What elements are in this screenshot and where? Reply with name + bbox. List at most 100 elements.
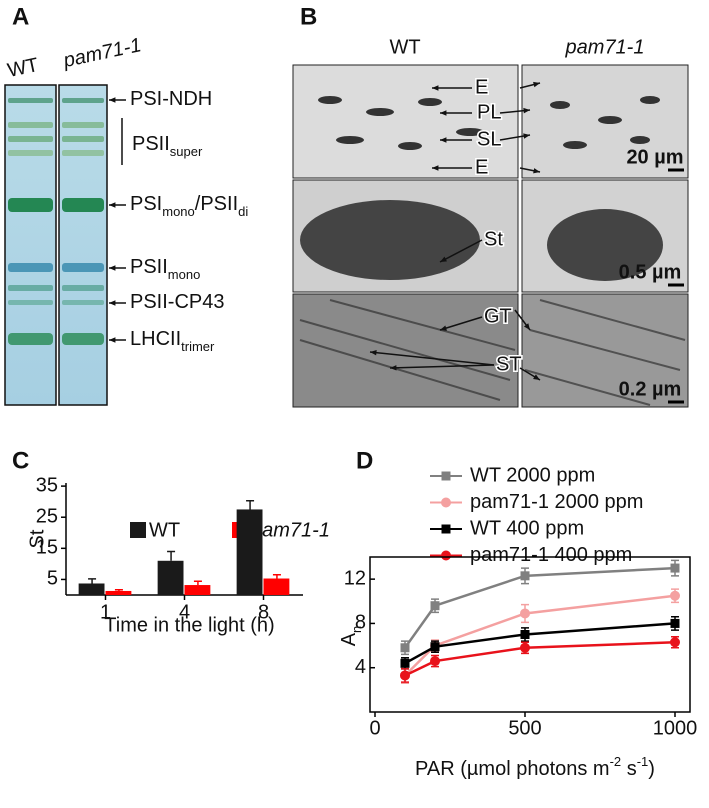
marker	[670, 618, 680, 628]
arrow	[439, 316, 483, 331]
label-part: PSI	[130, 193, 162, 215]
arrow-head	[432, 165, 439, 171]
structure-label: E	[475, 156, 488, 178]
x-tick-label: 0	[369, 717, 380, 739]
legend-label: pam71-1 400 ppm	[470, 544, 632, 566]
y-axis-label: An	[338, 626, 364, 647]
marker	[670, 637, 680, 648]
arrow-head	[533, 374, 540, 380]
marker	[400, 643, 410, 653]
y-tick-label: 8	[355, 612, 366, 634]
band-label: LHCIItrimer	[130, 328, 215, 354]
label-part: n	[349, 626, 364, 633]
label-part: PSII	[132, 133, 170, 155]
gel	[4, 84, 123, 406]
arrow-head	[109, 337, 116, 343]
legend-marker	[441, 550, 451, 561]
legend-label: pam71-1 2000 ppm	[470, 491, 643, 513]
arrow-head	[390, 365, 397, 371]
band-label: PSIIsuper	[132, 133, 203, 159]
legend-marker	[441, 524, 451, 534]
arrow-head	[533, 168, 540, 174]
x-tick-label: 1	[100, 601, 111, 623]
arrow	[369, 351, 495, 366]
structure-label: SL	[477, 128, 501, 150]
structure-label: ST	[496, 353, 522, 375]
arrow-head	[523, 133, 530, 139]
bar	[263, 578, 290, 595]
label-part: PSII	[130, 256, 168, 278]
y-tick-label: 35	[36, 474, 58, 496]
label-part: di	[238, 204, 248, 219]
marker	[670, 563, 680, 573]
structure-label: St	[484, 228, 503, 250]
arrow-head	[440, 256, 447, 262]
error-bar	[246, 499, 255, 510]
bar	[157, 560, 184, 595]
bar	[105, 590, 132, 595]
label-part: PSI-NDH	[130, 88, 212, 110]
panel-letter: D	[356, 447, 373, 474]
label-part: s	[621, 758, 637, 780]
x-axis-label: PAR (µmol photons m-2 s-1)	[415, 754, 655, 780]
label-part: mono	[162, 204, 195, 219]
arrow-head	[440, 137, 447, 143]
error-bar	[167, 550, 176, 561]
label-part: mono	[168, 267, 201, 282]
y-tick-label: 12	[344, 567, 366, 589]
legend-label: WT 2000 ppm	[470, 464, 595, 486]
label-part: -1	[637, 754, 649, 769]
panel-letter: C	[12, 447, 29, 474]
arrow	[439, 239, 483, 263]
band-label: PSImono/PSIIdi	[130, 193, 248, 219]
marker	[430, 656, 440, 667]
lane-label: WT	[6, 54, 41, 82]
legend-marker	[441, 471, 451, 481]
error-bar	[193, 580, 202, 586]
legend-label: WT 400 ppm	[470, 517, 584, 539]
scale-bar-label: 0.2 µm	[619, 378, 682, 400]
marker	[430, 601, 440, 611]
arrow-head	[432, 85, 439, 91]
y-axis-label: St	[26, 529, 48, 548]
error-bar	[114, 588, 123, 591]
band-label: PSI-NDH	[130, 88, 212, 110]
structure-label: PL	[477, 101, 501, 123]
arrow-head	[109, 97, 116, 103]
plot-frame	[369, 556, 691, 713]
panel-letter: B	[300, 3, 317, 30]
lane-label: pam71-1	[61, 34, 144, 72]
label-part: -2	[610, 754, 622, 769]
marker	[520, 608, 530, 619]
column-label: pam71-1	[565, 36, 645, 58]
arrow-head	[523, 107, 530, 114]
label-part: /PSII	[195, 193, 238, 215]
y-tick-label: 25	[36, 506, 58, 528]
arrow	[389, 364, 495, 369]
legend-marker	[441, 497, 451, 508]
label-part: trimer	[181, 339, 215, 354]
scale-bar-label: 20 µm	[626, 146, 683, 168]
series-line	[404, 641, 676, 677]
scale-bar-label: 0.5 µm	[619, 261, 682, 283]
label-part: LHCII	[130, 328, 181, 350]
marker	[430, 642, 440, 652]
structure-label: GT	[484, 305, 512, 327]
label-part: PSII-CP43	[130, 291, 224, 313]
band-label: PSIImono	[130, 256, 200, 282]
marker	[520, 630, 530, 639]
legend-label: pam71-1	[250, 519, 330, 541]
panel-letter: A	[12, 3, 29, 30]
error-bar	[272, 574, 281, 579]
bar	[78, 583, 105, 595]
micrographs	[292, 64, 689, 408]
arrow-head	[109, 265, 116, 271]
arrow-head	[440, 325, 447, 331]
label-part: )	[648, 758, 655, 780]
x-tick-label: 1000	[653, 717, 698, 739]
structure-label: E	[475, 76, 488, 98]
arrow-head	[533, 81, 540, 88]
y-tick-label: 5	[47, 568, 58, 590]
y-tick-label: 4	[355, 656, 366, 678]
